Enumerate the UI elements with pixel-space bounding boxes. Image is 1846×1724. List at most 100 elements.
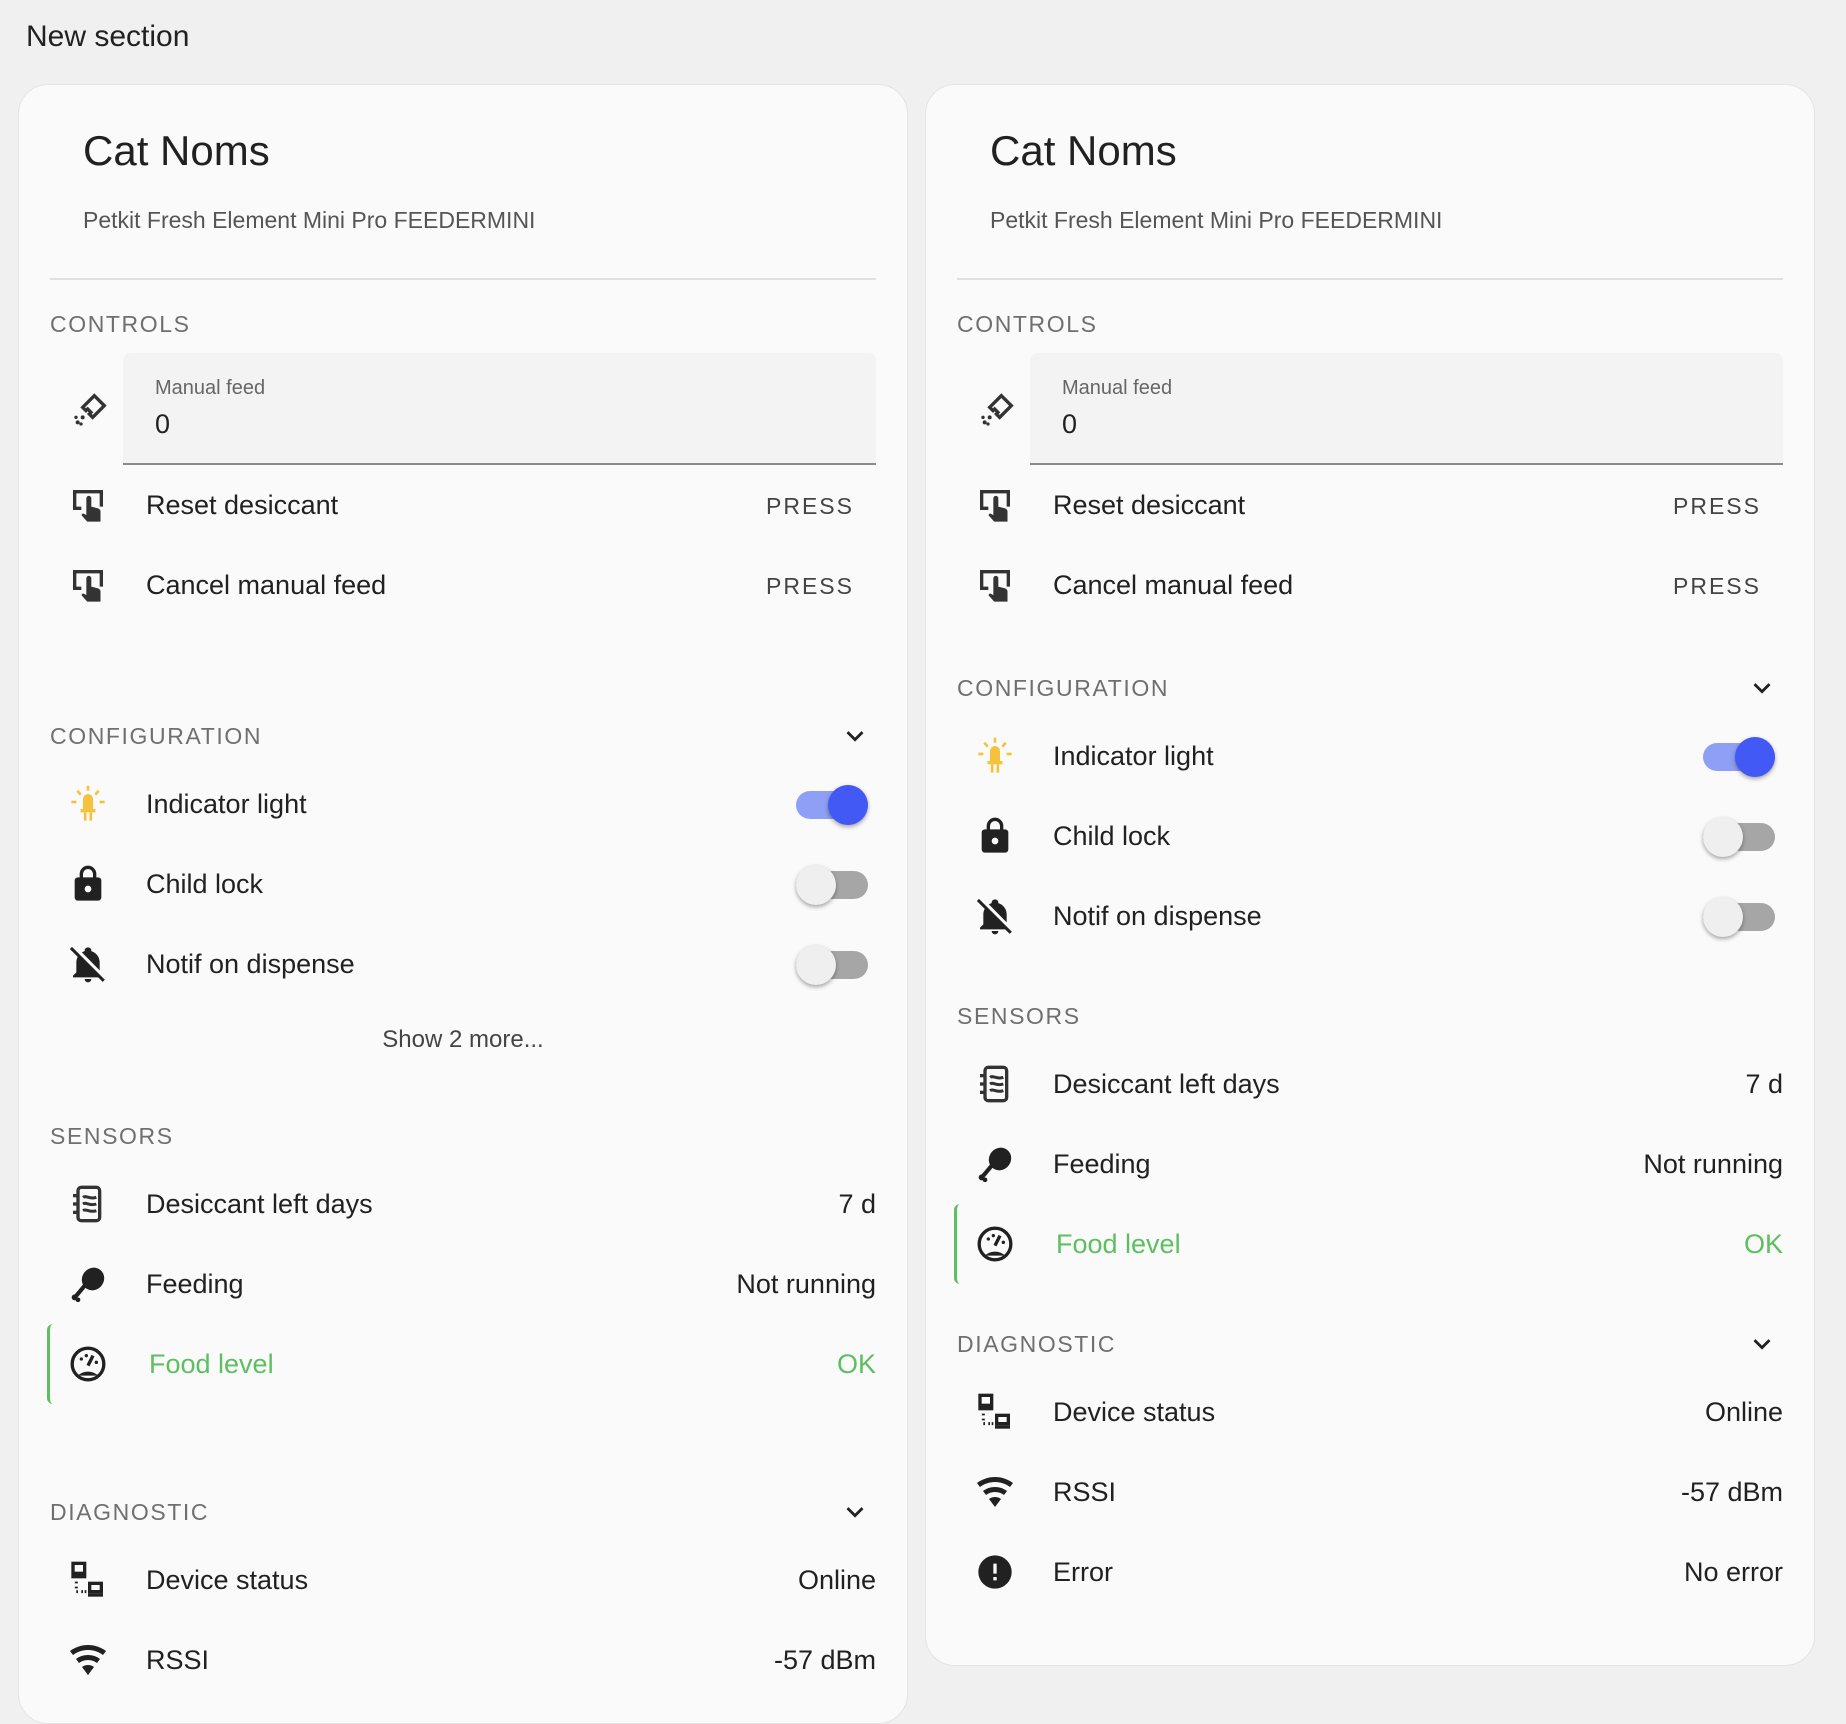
feed-icon — [978, 389, 1018, 429]
sensors-label: Feeding — [1053, 1148, 1151, 1179]
sensors-value: 7 d — [1745, 1068, 1783, 1099]
gauge-icon — [971, 1220, 1019, 1268]
toggle-switch[interactable] — [1703, 736, 1775, 777]
diagnostic-value: Online — [797, 1564, 876, 1595]
toggle-knob[interactable] — [1703, 897, 1743, 937]
desiccant-icon — [64, 1180, 112, 1228]
toggle-knob[interactable] — [1703, 817, 1743, 857]
sensors-label: Food level — [149, 1348, 274, 1379]
card-title: Cat Noms — [83, 127, 270, 174]
sensors-label: Desiccant left days — [1053, 1068, 1280, 1099]
sensors-row[interactable]: Food level OK — [954, 1204, 1783, 1284]
food-drumstick-icon — [971, 1140, 1019, 1188]
diagnostic-row[interactable]: Device status Online — [957, 1372, 1783, 1452]
bell-off-icon — [971, 892, 1019, 940]
chevron-down-icon[interactable] — [1745, 1327, 1783, 1361]
sensors-value: OK — [836, 1348, 876, 1379]
manual-feed-label: Manual feed — [155, 377, 266, 399]
section-header-diagnostic[interactable]: DIAGNOSTIC — [50, 1484, 876, 1540]
toggle-switch[interactable] — [796, 944, 868, 985]
manual-feed-value[interactable]: 0 — [155, 409, 171, 439]
gesture-tap-button-icon — [64, 561, 112, 609]
press-button[interactable]: PRESS — [766, 493, 854, 519]
diagnostic-label: Device status — [146, 1564, 309, 1595]
section-label: DIAGNOSTIC — [50, 1498, 210, 1525]
config-row: Child lock — [957, 796, 1783, 876]
toggle-switch[interactable] — [796, 784, 868, 825]
food-drumstick-icon — [64, 1260, 112, 1308]
manual-feed-value[interactable]: 0 — [1062, 409, 1078, 439]
divider — [50, 278, 876, 280]
toggle-knob[interactable] — [796, 945, 836, 985]
lock-icon — [971, 812, 1019, 860]
alert-circle-icon — [971, 1548, 1019, 1596]
toggle-knob[interactable] — [796, 865, 836, 905]
press-button[interactable]: PRESS — [766, 573, 854, 599]
config-row: Notif on dispense — [50, 924, 876, 1004]
gesture-tap-button-icon — [971, 561, 1019, 609]
button-label: Cancel manual feed — [1053, 569, 1294, 600]
diagnostic-row[interactable]: Error No error — [957, 1532, 1783, 1612]
lock-icon — [64, 860, 112, 908]
config-row: Indicator light — [957, 716, 1783, 796]
diagnostic-label: Error — [1053, 1556, 1113, 1587]
toggle-knob[interactable] — [828, 785, 868, 825]
button-label: Cancel manual feed — [146, 569, 387, 600]
toggle-switch[interactable] — [796, 864, 868, 905]
device-card: Cat Noms Petkit Fresh Element Mini Pro FE… — [18, 84, 908, 1724]
button-label: Reset desiccant — [146, 489, 339, 520]
manual-feed-field-wrap: Manual feed 0 — [19, 353, 907, 465]
press-button[interactable]: PRESS — [1673, 573, 1761, 599]
divider — [957, 278, 1783, 280]
config-label: Notif on dispense — [146, 948, 355, 979]
button-row: Cancel manual feed PRESS — [957, 545, 1783, 625]
config-label: Child lock — [146, 868, 264, 899]
led-on-icon — [971, 732, 1019, 780]
section-label: CONFIGURATION — [957, 674, 1170, 701]
show-more-link[interactable]: Show 2 more... — [382, 1026, 544, 1053]
diagnostic-row[interactable]: RSSI -57 dBm — [50, 1620, 876, 1700]
section-label: SENSORS — [957, 1002, 1081, 1029]
sensors-value: OK — [1743, 1228, 1783, 1259]
chevron-down-icon[interactable] — [1745, 671, 1783, 705]
section-label: SENSORS — [50, 1122, 174, 1149]
config-row: Indicator light — [50, 764, 876, 844]
section-header-diagnostic[interactable]: DIAGNOSTIC — [957, 1316, 1783, 1372]
manual-feed-input[interactable]: Manual feed 0 — [1030, 353, 1783, 465]
toggle-knob[interactable] — [1735, 737, 1775, 777]
diagnostic-value: -57 dBm — [1680, 1476, 1783, 1507]
diagnostic-row[interactable]: RSSI -57 dBm — [957, 1452, 1783, 1532]
toggle-switch[interactable] — [1703, 896, 1775, 937]
toggle-switch[interactable] — [1703, 816, 1775, 857]
sensors-value: Not running — [1643, 1148, 1783, 1179]
sensors-value: 7 d — [838, 1188, 876, 1219]
button-row: Cancel manual feed PRESS — [50, 545, 876, 625]
config-row: Notif on dispense — [957, 876, 1783, 956]
diagnostic-row[interactable]: Device status Online — [50, 1540, 876, 1620]
section-header-controls: CONTROLS — [50, 296, 876, 352]
section-header-sensors: SENSORS — [50, 1108, 876, 1164]
section-title: New section — [26, 20, 190, 53]
manual-feed-field-wrap: Manual feed 0 — [926, 353, 1814, 465]
chevron-down-icon[interactable] — [838, 1495, 876, 1529]
diagnostic-label: RSSI — [1053, 1476, 1117, 1507]
diagnostic-value: -57 dBm — [773, 1644, 876, 1675]
sensors-label: Feeding — [146, 1268, 244, 1299]
card-subtitle: Petkit Fresh Element Mini Pro FEEDERMINI — [83, 207, 536, 233]
feed-icon — [71, 389, 111, 429]
sensors-row[interactable]: Desiccant left days 7 d — [50, 1164, 876, 1244]
diagnostic-label: Device status — [1053, 1396, 1216, 1427]
section-header-configuration[interactable]: CONFIGURATION — [50, 708, 876, 764]
sensors-row[interactable]: Desiccant left days 7 d — [957, 1044, 1783, 1124]
button-row: Reset desiccant PRESS — [957, 465, 1783, 545]
chevron-down-icon[interactable] — [838, 719, 876, 753]
section-header-configuration[interactable]: CONFIGURATION — [957, 660, 1783, 716]
press-button[interactable]: PRESS — [1673, 493, 1761, 519]
sensors-row[interactable]: Feeding Not running — [50, 1244, 876, 1324]
lan-connect-icon — [64, 1556, 112, 1604]
manual-feed-input[interactable]: Manual feed 0 — [123, 353, 876, 465]
sensors-row[interactable]: Food level OK — [47, 1324, 876, 1404]
sensors-row[interactable]: Feeding Not running — [957, 1124, 1783, 1204]
card-header: Cat Noms Petkit Fresh Element Mini Pro FE… — [19, 85, 907, 278]
config-label: Indicator light — [1053, 740, 1214, 771]
